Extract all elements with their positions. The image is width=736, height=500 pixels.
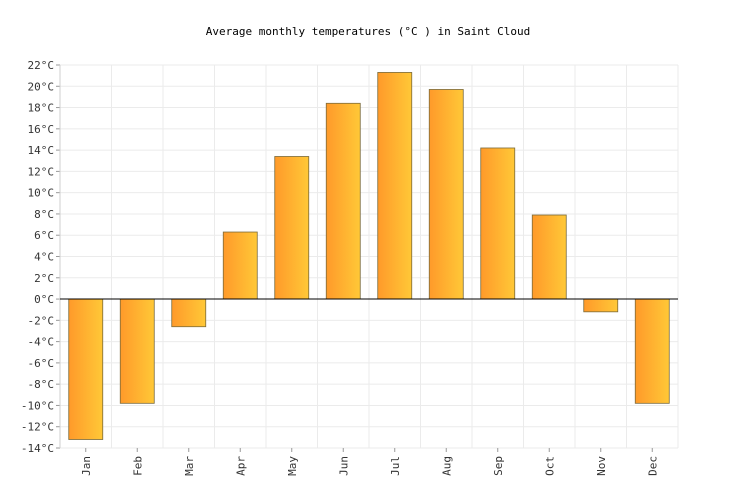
y-tick-label: 20°C [28,80,55,93]
y-tick-label: -6°C [28,357,55,370]
y-tick-label: 2°C [34,272,54,285]
x-tick-label: Jun [337,456,350,476]
x-tick-label: Oct [543,456,556,476]
bar-feb [119,298,155,404]
x-tick-label: Mar [183,456,196,476]
x-tick-label: Jan [80,456,93,476]
bar-may [274,156,310,300]
x-tick-label: Nov [595,456,608,476]
y-tick-label: 18°C [28,102,55,115]
chart-title: Average monthly temperatures (°C ) in Sa… [205,25,531,38]
y-tick-label: 8°C [34,208,54,221]
bar-apr [222,231,258,300]
y-tick-label: 22°C [28,59,55,72]
bar-jan [68,298,104,440]
x-tick-label: Sep [492,456,505,476]
x-tick-label: May [286,456,299,476]
y-tick-label: -12°C [21,421,54,434]
y-tick-label: -10°C [21,399,54,412]
y-tick-label: -8°C [28,378,55,391]
y-tick-label: 0°C [34,293,54,306]
x-tick-label: Apr [234,456,247,476]
bar-nov [583,298,619,313]
x-tick-label: Feb [131,456,144,476]
bar-mar [171,298,207,328]
y-tick-label: 4°C [34,251,54,264]
bar-jun [325,102,361,300]
y-tick-label: 16°C [28,123,55,136]
y-tick-label: -14°C [21,442,54,455]
bar-dec [634,298,670,404]
bar-oct [531,214,567,300]
x-tick-label: Aug [440,456,453,476]
y-tick-label: 14°C [28,144,55,157]
y-tick-label: 10°C [28,187,55,200]
x-tick-label: Jul [389,456,402,476]
y-tick-label: -4°C [28,336,55,349]
bar-aug [428,89,464,300]
bar-sep [480,147,516,300]
y-tick-label: 6°C [34,229,54,242]
x-tick-label: Dec [646,456,659,476]
y-tick-label: -2°C [28,314,55,327]
y-tick-label: 12°C [28,165,55,178]
bar-jul [377,72,413,300]
